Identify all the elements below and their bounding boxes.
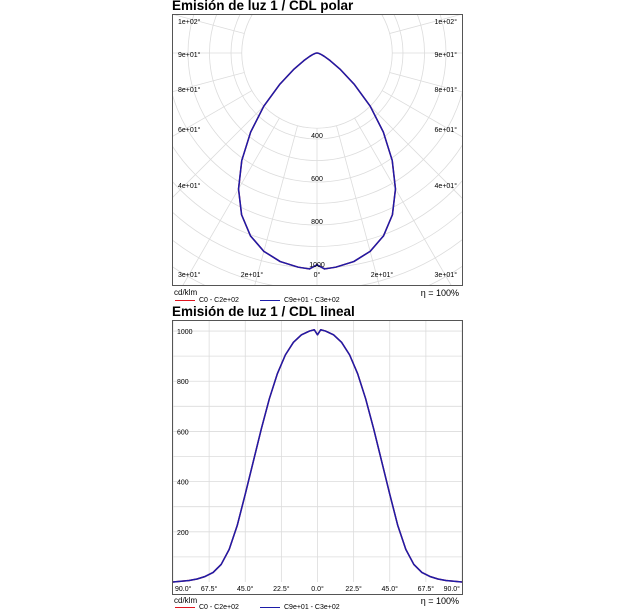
polar-chart: 400 600 800 1000 1e+02° 9e+01° 8e+01° 6e+01° 4e+…: [173, 15, 462, 285]
polar-angle-label-left: 4e+01°: [178, 182, 201, 190]
linear-y-tick-label: 800: [177, 379, 189, 386]
polar-angle-label-right: 6e+01°: [435, 126, 458, 134]
polar-series: [237, 52, 397, 270]
linear-y-tick-label: 400: [177, 480, 189, 487]
linear-efficiency-label: η = 100%: [420, 596, 459, 606]
linear-series-line: [173, 329, 462, 583]
legend-red-swatch: [175, 607, 195, 608]
linear-x-tick-label: 45.0°: [237, 585, 254, 593]
polar-angle-label-left: 1e+02°: [178, 18, 201, 26]
linear-footer: cd/klm η = 100% C0 - C2e+02 C9e+01 - C3e…: [172, 596, 463, 614]
polar-efficiency-label: η = 100%: [420, 288, 459, 298]
polar-chart-title: Emisión de luz 1 / CDL polar: [172, 0, 354, 13]
polar-angle-label-right: 3e+01°: [435, 271, 458, 279]
polar-grid-spoke: [316, 52, 462, 93]
legend-blue-swatch: [260, 300, 280, 301]
polar-radial-tick-label: 400: [311, 133, 323, 140]
polar-radial-tick-label: 800: [311, 219, 323, 226]
linear-x-tick-label: 45.0°: [382, 585, 399, 593]
linear-labels: 200 400 600 800 1000 90.0° 67.5° 45.0° 22.5° 0.0°…: [175, 329, 460, 593]
polar-grid-spoke: [173, 52, 318, 137]
polar-grid-spoke: [316, 52, 452, 285]
linear-x-tick-label: 90.0°: [175, 585, 192, 593]
linear-x-tick-label: 67.5°: [201, 585, 218, 593]
linear-legend-item-red: C0 - C2e+02: [175, 604, 239, 611]
linear-y-tick-label: 600: [177, 429, 189, 436]
linear-x-tick-label: 90.0°: [444, 585, 461, 593]
polar-bottom-angle-label: 2e+01°: [241, 271, 264, 279]
linear-legend-item-blue: C9e+01 - C3e+02: [260, 604, 340, 611]
linear-y-tick-label: 200: [177, 530, 189, 537]
linear-grid: [173, 321, 462, 582]
polar-grid-spoke: [254, 52, 318, 285]
legend-blue-swatch: [260, 607, 280, 608]
polar-angle-label-left: 6e+01°: [178, 126, 201, 134]
polar-labels: 400 600 800 1000 1e+02° 9e+01° 8e+01° 6e+01° 4e+…: [178, 18, 457, 279]
linear-chart-frame: 200 400 600 800 1000 90.0° 67.5° 45.0° 22.5° 0.0°…: [172, 320, 463, 595]
polar-grid-spoke: [316, 52, 462, 199]
polar-angle-label-left: 8e+01°: [178, 86, 201, 94]
polar-angle-label-right: 4e+01°: [435, 182, 458, 190]
polar-angle-label-left: 3e+01°: [178, 271, 201, 279]
polar-grid-spoke: [316, 52, 462, 138]
polar-bottom-angle-label: 2e+01°: [371, 271, 394, 279]
linear-unit-label: cd/klm: [174, 596, 198, 605]
polar-angle-label-left: 9e+01°: [178, 51, 201, 59]
linear-y-tick-label: 1000: [177, 329, 193, 336]
linear-x-tick-label: 22.5°: [273, 585, 290, 593]
linear-x-tick-label: 0.0°: [311, 585, 324, 593]
polar-legend-label-red: C0 - C2e+02: [199, 297, 239, 304]
polar-legend-item-red: C0 - C2e+02: [175, 297, 239, 304]
linear-chart: 200 400 600 800 1000 90.0° 67.5° 45.0° 22.5° 0.0°…: [173, 321, 462, 593]
legend-red-swatch: [175, 300, 195, 301]
polar-angle-label-right: 9e+01°: [435, 51, 458, 59]
polar-grid-spoke: [173, 52, 318, 198]
polar-legend-item-blue: C9e+01 - C3e+02: [260, 297, 340, 304]
polar-radial-tick-label: 1000: [309, 262, 325, 269]
polar-grid-spoke: [182, 52, 318, 285]
polar-grid-spoke: [173, 52, 318, 92]
polar-unit-label: cd/klm: [174, 288, 198, 297]
polar-grid-spoke: [173, 15, 318, 54]
linear-legend-label-blue: C9e+01 - C3e+02: [284, 604, 340, 611]
polar-radial-tick-label: 600: [311, 176, 323, 183]
polar-grid-spoke: [316, 15, 461, 54]
polar-series-curve: [237, 52, 397, 270]
polar-bottom-angle-label: 0°: [314, 271, 321, 279]
linear-x-tick-label: 67.5°: [418, 585, 435, 593]
polar-footer: cd/klm η = 100% C0 - C2e+02 C9e+01 - C3e…: [172, 288, 463, 308]
linear-x-tick-label: 22.5°: [345, 585, 362, 593]
polar-grid: [173, 15, 462, 285]
linear-chart-title: Emisión de luz 1 / CDL lineal: [172, 304, 355, 319]
polar-grid-spoke: [316, 52, 380, 285]
polar-legend-label-blue: C9e+01 - C3e+02: [284, 297, 340, 304]
polar-angle-label-right: 1e+02°: [435, 18, 458, 26]
polar-center-disc: [241, 15, 393, 129]
linear-legend-label-red: C0 - C2e+02: [199, 604, 239, 611]
polar-chart-frame: 400 600 800 1000 1e+02° 9e+01° 8e+01° 6e+01° 4e+…: [172, 14, 463, 286]
linear-series: [173, 329, 462, 583]
polar-angle-label-right: 8e+01°: [435, 86, 458, 94]
